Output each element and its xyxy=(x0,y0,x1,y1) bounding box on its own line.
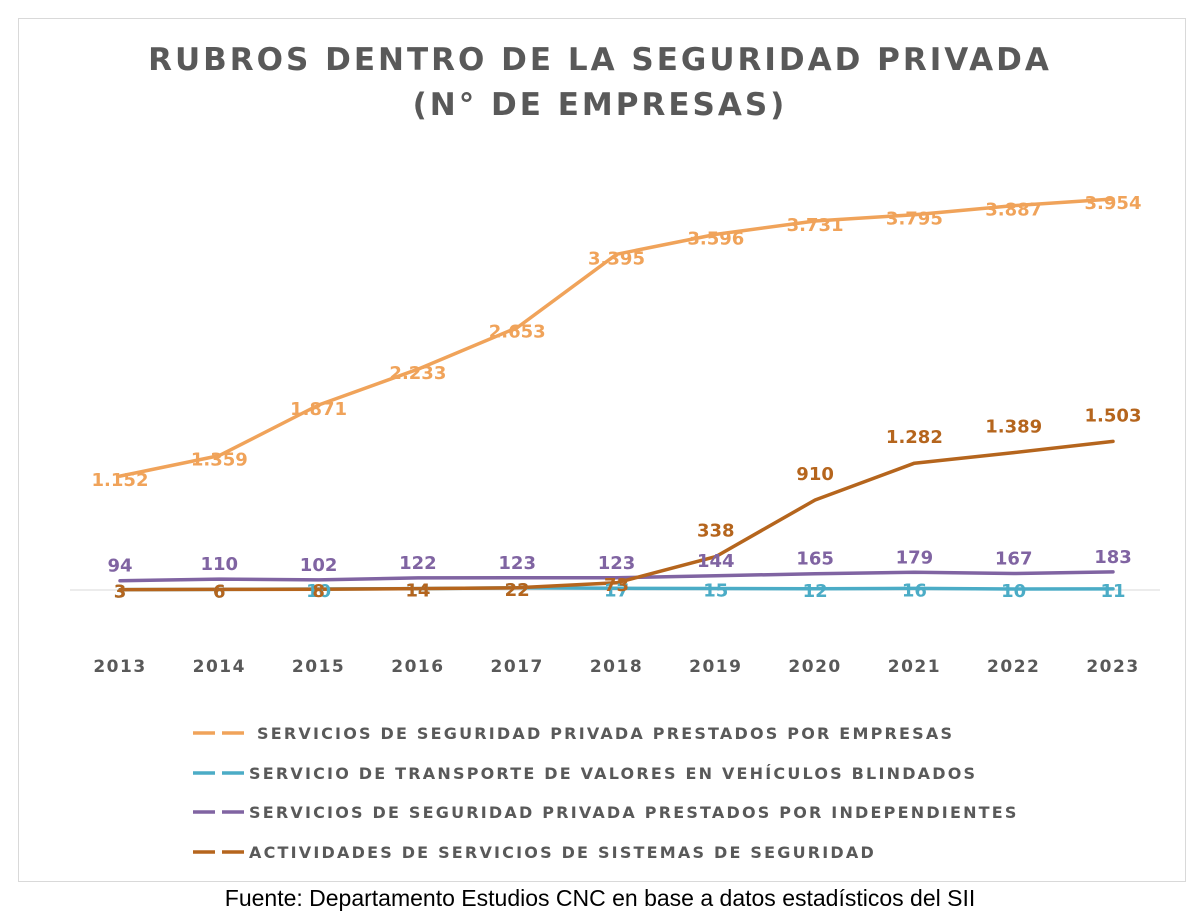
data-label: 22 xyxy=(505,580,530,601)
data-label: 910 xyxy=(796,464,834,485)
data-label: 122 xyxy=(399,553,437,574)
series-line xyxy=(118,439,1115,592)
data-label: 11 xyxy=(1100,581,1125,602)
x-tick-label: 2014 xyxy=(193,657,246,677)
data-label: 14 xyxy=(405,581,430,602)
legend-item: SERVICIOS DE SEGURIDAD PRIVADA PRESTADOS… xyxy=(193,803,1019,822)
data-label: 22 xyxy=(505,580,530,601)
series-lines xyxy=(118,197,1115,592)
x-tick-label: 2013 xyxy=(93,657,146,677)
x-tick-label: 2018 xyxy=(590,657,643,677)
data-label: 2.233 xyxy=(389,363,446,384)
x-tick-label: 2022 xyxy=(987,657,1040,677)
legend: SERVICIOS DE SEGURIDAD PRIVADA PRESTADOS… xyxy=(193,724,1019,862)
data-label: 3.395 xyxy=(588,248,645,269)
legend-item: ACTIVIDADES DE SERVICIOS DE SISTEMAS DE … xyxy=(193,843,876,862)
data-label: 3.795 xyxy=(886,209,943,230)
legend-label: SERVICIO DE TRANSPORTE DE VALORES EN VEH… xyxy=(249,764,977,783)
data-label: 1.871 xyxy=(290,399,347,420)
data-label: 6 xyxy=(213,581,226,602)
x-tick-label: 2016 xyxy=(391,657,444,677)
legend-item: SERVICIO DE TRANSPORTE DE VALORES EN VEH… xyxy=(193,764,977,783)
series-line xyxy=(118,570,1115,583)
legend-item: SERVICIOS DE SEGURIDAD PRIVADA PRESTADOS… xyxy=(193,724,954,743)
data-label: 16 xyxy=(902,580,927,601)
data-label: 3.731 xyxy=(787,215,844,236)
data-label: 123 xyxy=(598,553,636,574)
data-label: 110 xyxy=(201,554,239,575)
data-label: 94 xyxy=(107,556,132,577)
data-label: 165 xyxy=(796,549,834,570)
data-label: 167 xyxy=(995,548,1033,569)
x-tick-label: 2017 xyxy=(491,657,544,677)
chart-title-line-2: (N° DE EMPRESAS) xyxy=(412,87,788,123)
data-label: 14 xyxy=(405,581,430,602)
data-label: 2.653 xyxy=(489,322,546,343)
data-label: 17 xyxy=(604,580,629,601)
data-label: 12 xyxy=(803,581,828,602)
data-label: 1.152 xyxy=(92,470,149,491)
legend-label: SERVICIOS DE SEGURIDAD PRIVADA PRESTADOS… xyxy=(249,803,1019,822)
data-label: 1.282 xyxy=(886,427,943,448)
x-tick-label: 2015 xyxy=(292,657,345,677)
data-label: 144 xyxy=(697,551,735,572)
chart-title-line-1: RUBROS DENTRO DE LA SEGURIDAD PRIVADA xyxy=(148,42,1052,78)
source-note: Fuente: Departamento Estudios CNC en bas… xyxy=(224,885,976,911)
data-label: 3 xyxy=(114,582,127,603)
data-label: 3.887 xyxy=(985,200,1042,221)
chart-frame xyxy=(18,18,1186,882)
data-label: 1.359 xyxy=(191,450,248,471)
x-tick-label: 2020 xyxy=(788,657,841,677)
data-label: 1.389 xyxy=(985,417,1042,438)
data-label: 73 xyxy=(604,575,629,596)
x-tick-label: 2021 xyxy=(888,657,941,677)
data-label: 338 xyxy=(697,521,735,542)
data-label: 3.596 xyxy=(687,228,744,249)
data-label: 183 xyxy=(1094,547,1132,568)
data-label: 3 xyxy=(114,582,127,603)
x-tick-labels: 2013 2014 2015 2016 2017 2018 2019 2020 2021 2022… xyxy=(93,657,1139,677)
x-tick-label: 2019 xyxy=(689,657,742,677)
data-label: 10 xyxy=(1001,581,1026,602)
data-label: 3.954 xyxy=(1085,193,1142,214)
series-line xyxy=(118,197,1115,478)
data-label: 179 xyxy=(896,547,934,568)
chart-title: RUBROS DENTRO DE LA SEGURIDAD PRIVADA (N… xyxy=(0,38,1200,128)
data-label: 6 xyxy=(213,581,226,602)
data-label: 1.503 xyxy=(1085,405,1142,426)
data-label: 102 xyxy=(300,555,338,576)
data-label: 8 xyxy=(312,581,325,602)
legend-label: SERVICIOS DE SEGURIDAD PRIVADA PRESTADOS… xyxy=(257,724,954,743)
data-label: 123 xyxy=(498,553,536,574)
data-label: 10 xyxy=(306,581,331,602)
data-label: 15 xyxy=(703,581,728,602)
legend-label: ACTIVIDADES DE SERVICIOS DE SISTEMAS DE … xyxy=(249,843,876,862)
x-tick-label: 2023 xyxy=(1086,657,1139,677)
data-labels: 3 6 10 14 22 17 15 12 16 10 11 94 110 102 122 123 123 144… xyxy=(92,193,1142,603)
